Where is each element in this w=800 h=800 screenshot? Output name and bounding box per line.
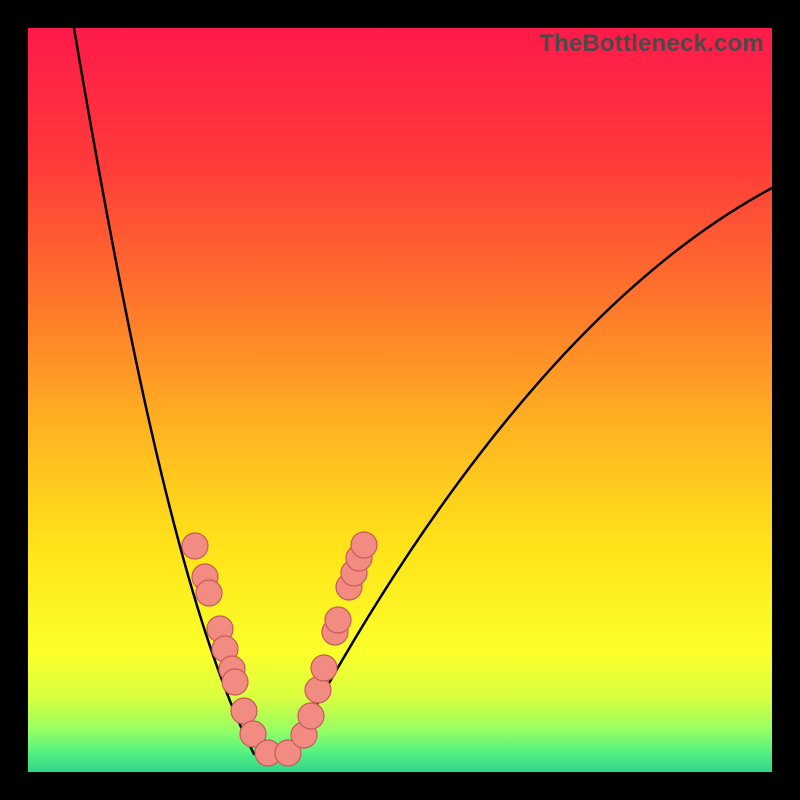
marker-dot	[196, 580, 222, 606]
marker-dot	[298, 703, 324, 729]
marker-dot	[231, 698, 257, 724]
marker-dot	[311, 655, 337, 681]
marker-dot	[222, 669, 248, 695]
chart-frame: TheBottleneck.com	[0, 0, 800, 800]
bottleneck-curve	[74, 28, 772, 754]
plot-area: TheBottleneck.com	[28, 28, 772, 772]
bottleneck-curve-layer	[28, 28, 772, 772]
marker-dot	[182, 533, 208, 559]
marker-dot	[325, 607, 351, 633]
marker-dot	[351, 532, 377, 558]
